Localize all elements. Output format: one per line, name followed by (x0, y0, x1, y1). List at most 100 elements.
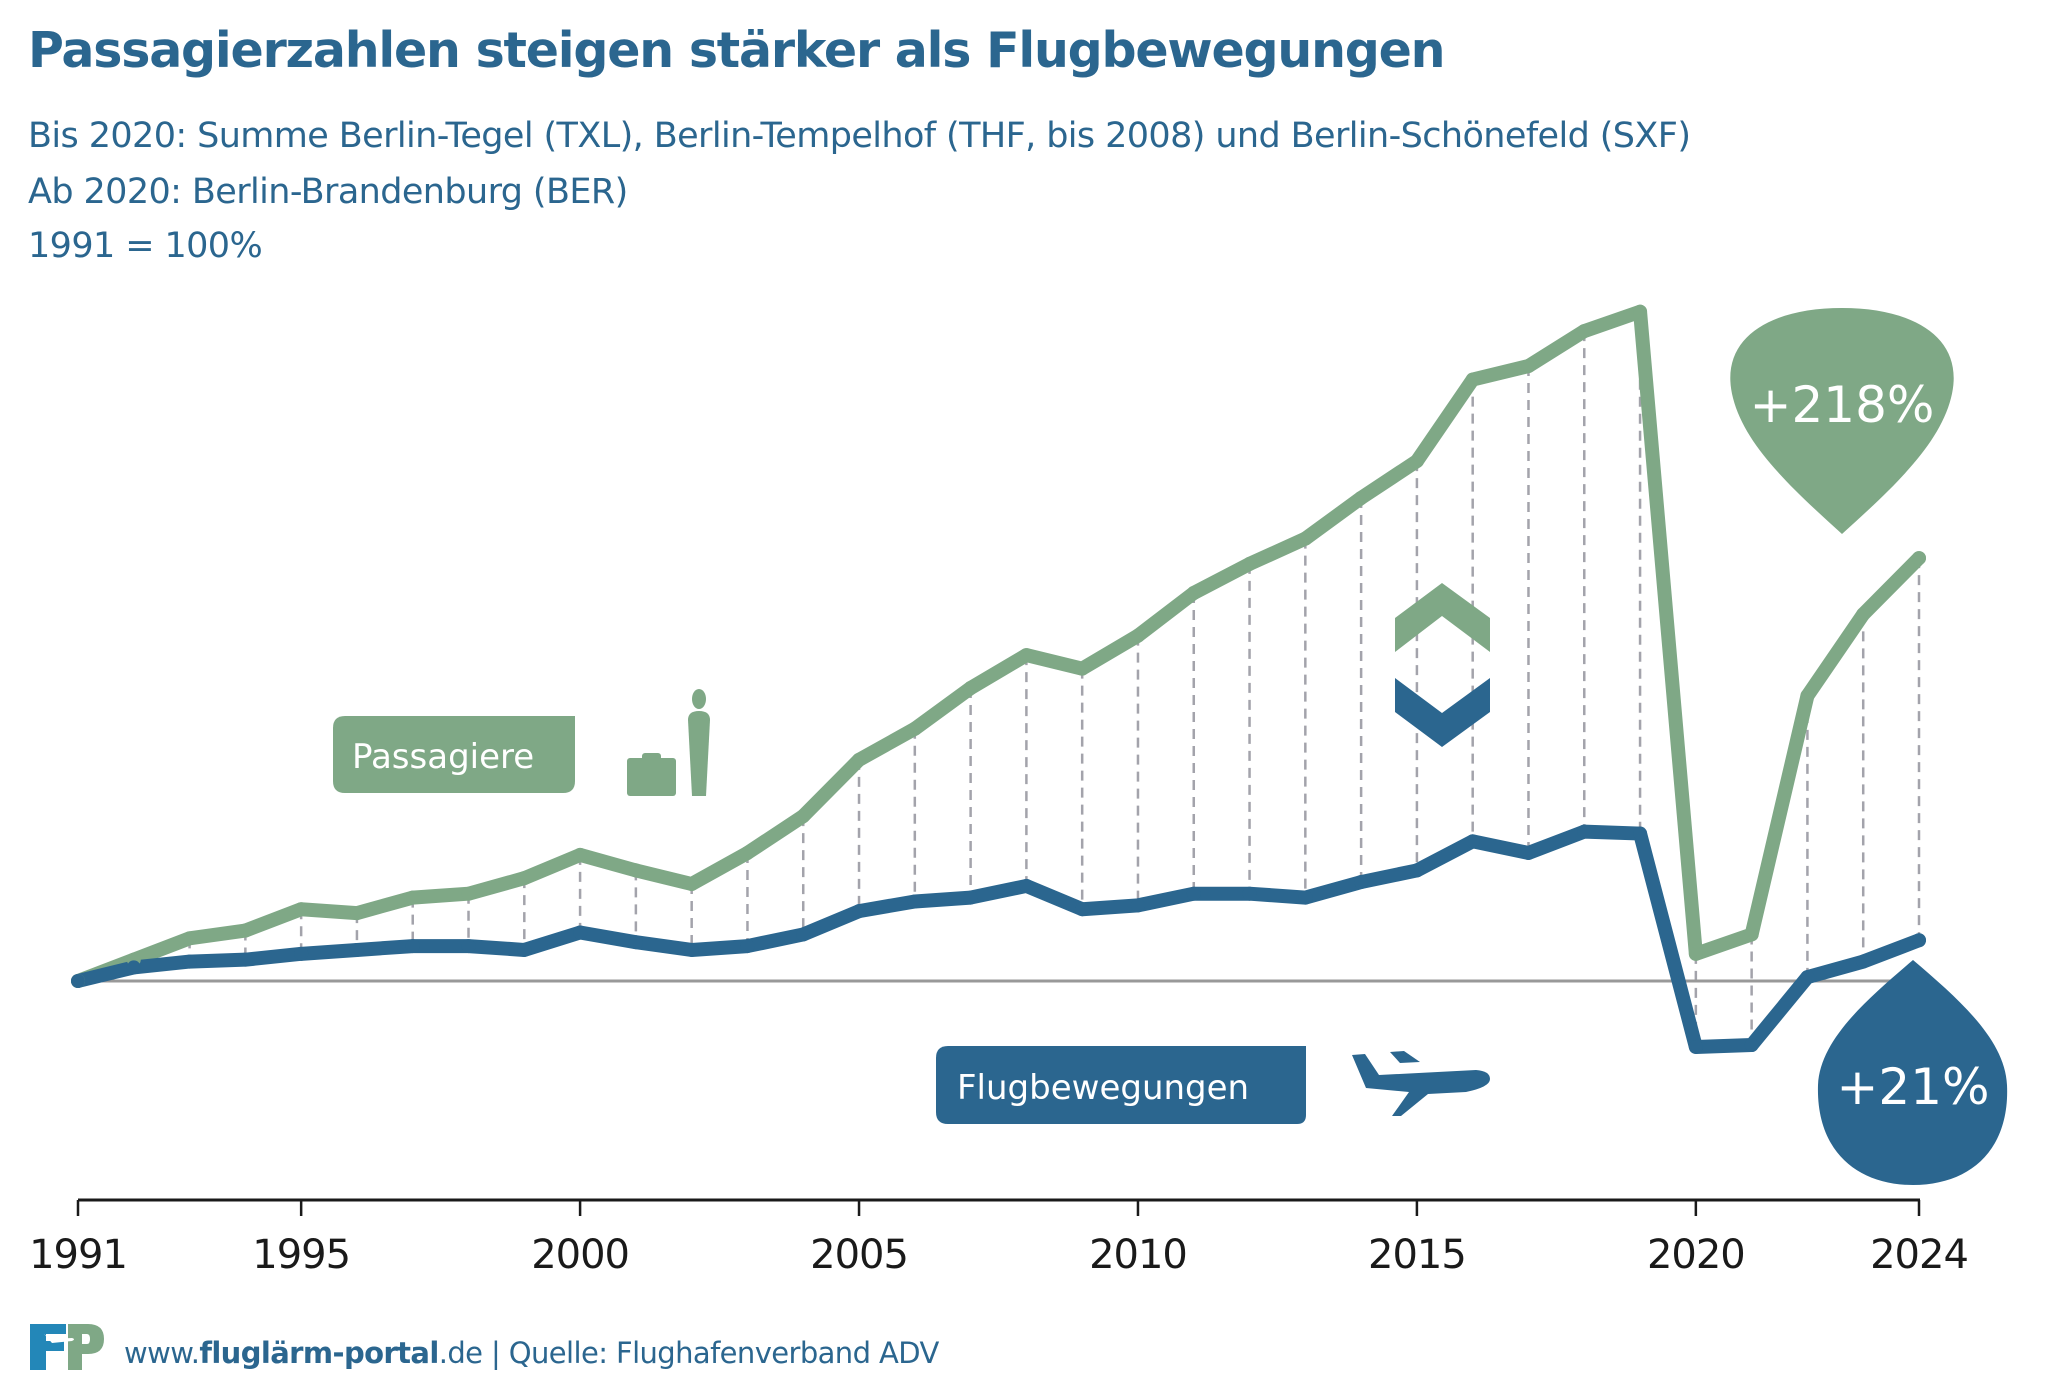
point-flugbewegungen-2006 (907, 894, 922, 909)
person-with-suitcase-icon (627, 689, 710, 796)
airplane-icon (1352, 1051, 1490, 1116)
point-flugbewegungen-2023 (1856, 954, 1871, 969)
point-flugbewegungen-1996 (349, 942, 364, 957)
chevron-up-icon (1395, 583, 1490, 652)
point-flugbewegungen-2002 (684, 942, 699, 957)
point-flugbewegungen-1991 (71, 974, 85, 988)
person-body (688, 711, 710, 796)
point-passagiere-2006 (907, 721, 922, 736)
point-flugbewegungen-2017 (1521, 845, 1536, 860)
point-flugbewegungen-2018 (1577, 824, 1592, 839)
point-passagiere-2022 (1800, 688, 1815, 703)
point-passagiere-2015 (1409, 454, 1424, 469)
footer-url-domain[interactable]: fluglärm-portal (199, 1336, 439, 1370)
x-axis-ticks: 1991 1995 2000 2005 2010 2015 2020 2024 (29, 1200, 1969, 1278)
point-flugbewegungen-2013 (1298, 890, 1313, 905)
x-tick-label-2005: 2005 (810, 1232, 908, 1278)
logo-airplane-icon (44, 1334, 74, 1343)
point-flugbewegungen-1998 (461, 939, 476, 954)
point-flugbewegungen-2014 (1354, 875, 1369, 890)
x-tick-label-2000: 2000 (531, 1232, 629, 1278)
x-tick-label-2010: 2010 (1089, 1232, 1187, 1278)
x-tick-label-2015: 2015 (1368, 1232, 1466, 1278)
point-passagiere-2013 (1298, 531, 1313, 546)
point-passagiere-2017 (1521, 359, 1536, 374)
person-head (692, 689, 706, 709)
callout-text-passengers: +218% (1750, 376, 1935, 434)
point-flugbewegungen-2011 (1186, 886, 1201, 901)
point-passagiere-1999 (517, 871, 532, 886)
point-flugbewegungen-2000 (573, 925, 588, 940)
point-flugbewegungen-2019 (1633, 826, 1648, 841)
point-flugbewegungen-2020 (1688, 1039, 1703, 1054)
point-passagiere-2020 (1688, 946, 1703, 961)
point-flugbewegungen-2021 (1744, 1038, 1759, 1053)
callout-text-flights: +21% (1836, 1058, 1989, 1116)
label-text-flugbewegungen: Flugbewegungen (957, 1068, 1249, 1108)
footer-url-suffix: .de (438, 1336, 483, 1370)
footer-source: www.fluglärm-portal.de | Quelle: Flughaf… (124, 1336, 939, 1370)
point-passagiere-2003 (740, 845, 755, 860)
label-box-passagiere (333, 716, 575, 793)
footer-separator: | (482, 1336, 509, 1370)
label-passagiere: Passagiere (333, 716, 575, 793)
point-flugbewegungen-1994 (238, 952, 253, 967)
x-tick-label-2024: 2024 (1870, 1232, 1968, 1278)
point-passagiere-2004 (796, 809, 811, 824)
point-passagiere-2012 (1242, 556, 1257, 571)
footer-source-text: Quelle: Flughafenverband ADV (508, 1336, 940, 1370)
point-flugbewegungen-2010 (1130, 898, 1145, 913)
point-flugbewegungen-1993 (182, 954, 197, 969)
point-flugbewegungen-2012 (1242, 886, 1257, 901)
callout-drop-flights (1817, 960, 2008, 1185)
callout-flights-change: +21% (1817, 960, 2008, 1185)
point-passagiere-2019 (1633, 304, 1648, 319)
label-box-flugbewegungen (936, 1046, 1306, 1124)
point-passagiere-1996 (349, 906, 364, 921)
point-passagiere-2016 (1465, 372, 1480, 387)
point-passagiere-2000 (573, 847, 588, 862)
point-passagiere-2001 (628, 863, 643, 878)
chevron-down-icon (1395, 678, 1490, 747)
logo-letter-f (30, 1324, 66, 1370)
x-tick-label-2020: 2020 (1647, 1232, 1745, 1278)
point-flugbewegungen-1997 (405, 939, 420, 954)
series-line-passagiere (71, 304, 1926, 988)
point-flugbewegungen-2003 (740, 939, 755, 954)
point-flugbewegungen-2024 (1912, 933, 1926, 948)
chart-title: Passagierzahlen steigen stärker als Flug… (28, 22, 1446, 79)
point-flugbewegungen-2016 (1465, 834, 1480, 849)
point-flugbewegungen-2022 (1800, 970, 1815, 985)
point-passagiere-2010 (1130, 628, 1145, 643)
footer-url-prefix: www. (124, 1336, 200, 1370)
x-tick-label-1991: 1991 (29, 1232, 127, 1278)
suitcase-icon (627, 758, 676, 796)
point-flugbewegungen-1995 (294, 946, 309, 961)
point-flugbewegungen-2008 (1019, 878, 1034, 893)
point-flugbewegungen-1992 (126, 960, 141, 975)
point-passagiere-1997 (405, 890, 420, 905)
point-passagiere-2018 (1577, 324, 1592, 339)
callout-drop-passengers (1730, 308, 1954, 534)
label-flugbewegungen: Flugbewegungen (936, 1046, 1306, 1124)
point-flugbewegungen-2009 (1075, 902, 1090, 917)
point-passagiere-2009 (1075, 661, 1090, 676)
point-passagiere-2002 (684, 877, 699, 891)
label-text-passagiere: Passagiere (352, 737, 534, 777)
series-line-flugbewegungen (71, 824, 1926, 1054)
point-flugbewegungen-2015 (1409, 863, 1424, 878)
subtitle-line-1: Bis 2020: Summe Berlin-Tegel (TXL), Berl… (28, 116, 1691, 156)
data-points (71, 304, 1926, 1054)
point-flugbewegungen-2007 (963, 890, 978, 905)
point-flugbewegungen-2005 (852, 904, 867, 919)
point-passagiere-2011 (1186, 586, 1201, 600)
point-passagiere-1995 (294, 902, 309, 917)
chevron-up-down-icon (1395, 583, 1490, 747)
point-passagiere-1993 (182, 931, 197, 946)
point-passagiere-2014 (1354, 490, 1369, 505)
fp-logo (30, 1324, 104, 1370)
point-passagiere-2005 (852, 752, 867, 767)
suitcase-handle (642, 753, 661, 761)
x-tick-label-1995: 1995 (252, 1232, 350, 1278)
